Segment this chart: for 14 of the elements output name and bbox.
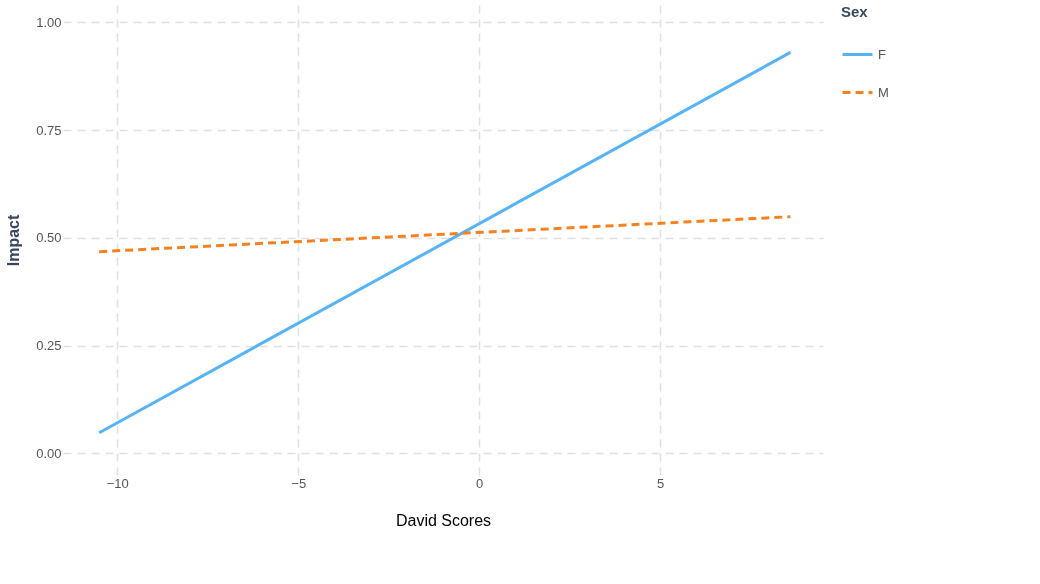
legend-label: M (878, 84, 889, 100)
x-tick-label: −10 (106, 475, 129, 491)
x-tick-label: 0 (476, 475, 484, 491)
y-axis-title: Impact (5, 214, 23, 267)
legend-title: Sex (841, 3, 869, 20)
y-tick-label: 1.00 (36, 14, 62, 30)
y-tick-label: 0.75 (36, 122, 62, 138)
x-axis-title: David Scores (395, 511, 492, 529)
x-tick-label: −5 (291, 475, 307, 491)
y-tick-label: 0.00 (36, 445, 62, 461)
legend-label: F (878, 46, 886, 62)
y-tick-label: 0.25 (36, 338, 62, 354)
y-tick-label: 0.50 (36, 230, 62, 246)
x-tick-label: 5 (657, 475, 665, 491)
